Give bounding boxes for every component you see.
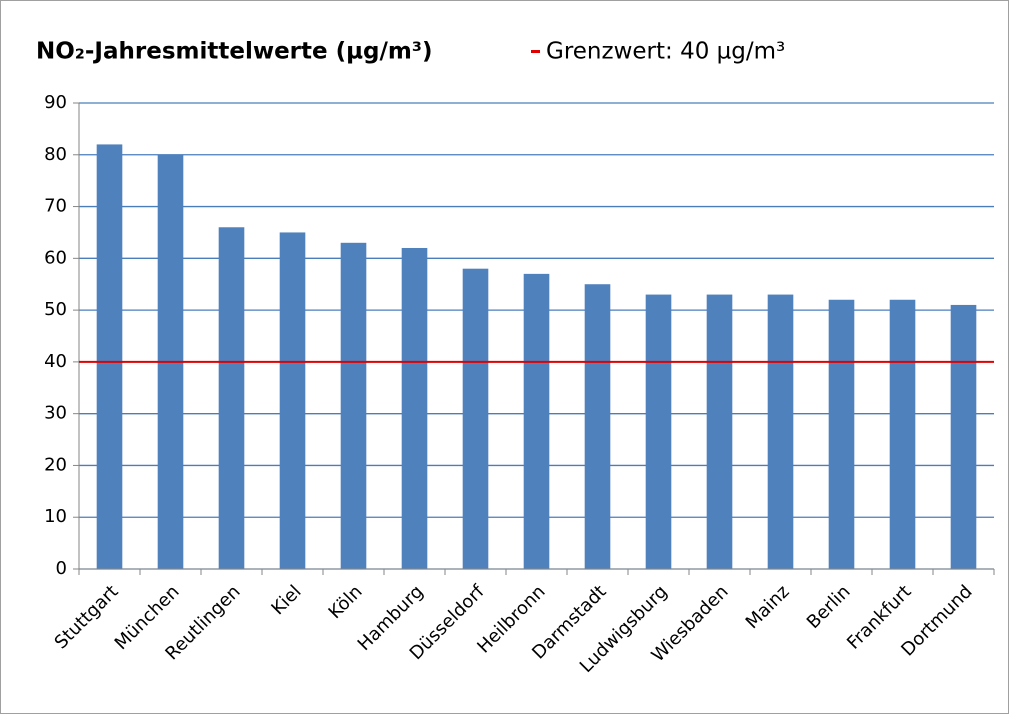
y-tick-label: 70 bbox=[44, 196, 67, 217]
bar bbox=[462, 268, 489, 569]
y-tick-label: 20 bbox=[44, 454, 67, 475]
bar bbox=[523, 273, 550, 569]
y-tick-label: 90 bbox=[44, 92, 67, 113]
bar bbox=[706, 294, 733, 569]
y-tick-label: 60 bbox=[44, 247, 67, 268]
bar bbox=[401, 247, 428, 569]
bar bbox=[96, 144, 123, 569]
bar bbox=[828, 299, 855, 569]
chart-title: NO₂-Jahresmittelwerte (µg/m³) bbox=[36, 39, 432, 65]
bar bbox=[340, 242, 367, 570]
bar bbox=[218, 227, 245, 569]
y-tick-label: 80 bbox=[44, 144, 67, 165]
bar bbox=[584, 284, 611, 569]
y-tick-label: 0 bbox=[56, 558, 67, 579]
bar bbox=[950, 304, 977, 569]
bar bbox=[279, 232, 306, 569]
y-tick-label: 30 bbox=[44, 403, 67, 424]
bar bbox=[767, 294, 794, 569]
y-tick-label: 40 bbox=[44, 351, 67, 372]
bar bbox=[645, 294, 672, 569]
legend-marker bbox=[531, 50, 540, 53]
bar bbox=[889, 299, 916, 569]
reference-label: Grenzwert: 40 µg/m³ bbox=[546, 39, 785, 65]
y-tick-label: 10 bbox=[44, 506, 67, 527]
y-tick-label: 50 bbox=[44, 299, 67, 320]
